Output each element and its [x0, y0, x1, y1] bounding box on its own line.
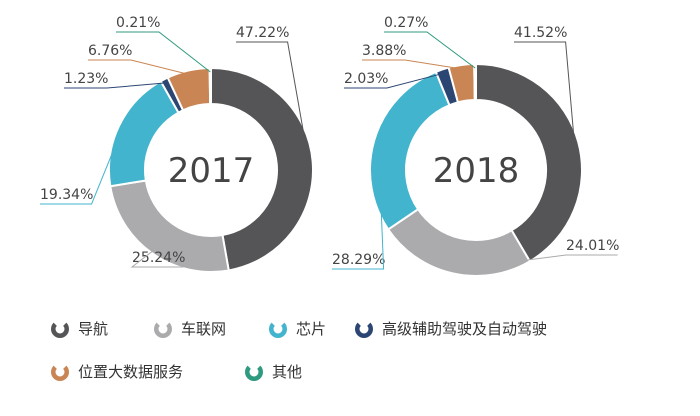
legend-label: 位置大数据服务 — [78, 363, 183, 381]
data-label-2018-5: 0.27% — [384, 15, 428, 31]
legend-item-5: 其他 — [244, 363, 302, 382]
leader-line-2018-0 — [514, 41, 575, 144]
leader-line-2017-0 — [236, 41, 310, 162]
data-label-2017-2: 19.34% — [40, 187, 93, 203]
legend-swatch-icon — [354, 322, 373, 338]
legend-swatch-icon — [244, 365, 263, 382]
legend-item-2: 芯片 — [269, 320, 326, 339]
leader-line-2017-1 — [130, 249, 184, 268]
leader-line-2017-3 — [64, 82, 167, 89]
leader-line-2018-3 — [344, 72, 444, 89]
legend-swatch-icon — [269, 322, 288, 339]
legend-item-1: 车联网 — [153, 320, 226, 339]
leader-line-2017-4 — [88, 59, 190, 75]
legend-swatch-icon — [153, 322, 172, 339]
legend-item-3: 高级辅助驾驶及自动驾驶 — [354, 320, 547, 338]
donut-chart-2018: 41.52% 24.01% 28.29% 2.03% 3.88% 0.27% 2018 — [332, 15, 619, 277]
data-label-2018-1: 24.01% — [566, 238, 619, 254]
legend-label: 导航 — [78, 320, 108, 338]
data-label-2018-4: 3.88% — [362, 43, 406, 59]
data-label-2017-5: 0.21% — [116, 15, 160, 31]
legend-label: 车联网 — [181, 320, 226, 338]
legend-item-0: 导航 — [51, 320, 108, 339]
donut-chart-2017: 47.22% 25.24% 19.34% 1.23% 6.76% 0.21% 2017 — [40, 15, 314, 273]
legend-label: 高级辅助驾驶及自动驾驶 — [382, 320, 547, 338]
slice-2018-5 — [473, 62, 477, 102]
legend-label: 芯片 — [296, 320, 326, 338]
center-label-2017: 2017 — [168, 151, 255, 191]
slice-2017-0 — [210, 66, 314, 272]
data-label-2018-0: 41.52% — [514, 25, 567, 41]
leader-line-2018-5 — [384, 31, 476, 69]
slice-2018-1 — [386, 207, 532, 277]
leader-line-2018-2 — [332, 140, 385, 270]
legend-swatch-icon — [51, 322, 69, 339]
leader-line-2017-2 — [40, 127, 124, 205]
data-label-2017-4: 6.76% — [88, 43, 132, 59]
legend-item-4: 位置大数据服务 — [51, 363, 183, 382]
data-label-2017-3: 1.23% — [64, 71, 108, 87]
slice-2018-0 — [475, 62, 583, 263]
data-label-2017-1: 25.24% — [132, 250, 185, 266]
slice-2017-5 — [208, 66, 212, 106]
leader-line-2018-1 — [453, 254, 618, 271]
data-label-2017-0: 47.22% — [236, 25, 289, 41]
data-label-2018-2: 28.29% — [332, 252, 385, 268]
legend-label: 其他 — [272, 363, 302, 381]
legend-swatch-icon — [51, 365, 69, 382]
leader-line-2018-4 — [362, 59, 462, 70]
leader-line-2017-5 — [116, 31, 211, 73]
center-label-2018: 2018 — [433, 151, 520, 191]
data-label-2018-3: 2.03% — [344, 71, 388, 87]
